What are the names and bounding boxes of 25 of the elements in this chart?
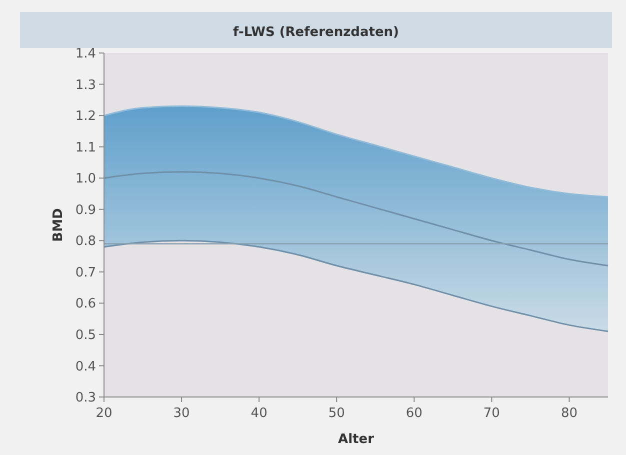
y-tick-label: 0.4 xyxy=(75,359,96,374)
line-series xyxy=(103,105,609,198)
line-series xyxy=(103,240,609,332)
y-tick-label: 0.3 xyxy=(75,390,96,406)
x-tick-label: 80 xyxy=(560,406,578,421)
y-tick-label: 0.8 xyxy=(75,234,96,250)
x-tick-label: 60 xyxy=(406,406,422,421)
y-tick-label: 0.6 xyxy=(75,296,96,312)
x-axis-title: Alter xyxy=(338,432,375,447)
x-tick-label: 20 xyxy=(96,406,112,421)
y-tick-label: 0.7 xyxy=(75,265,96,280)
y-tick-label: 0.5 xyxy=(75,328,96,344)
y-tick-label: 1.3 xyxy=(75,78,96,93)
x-tick-label: 50 xyxy=(328,406,345,421)
x-tick-label: 30 xyxy=(173,406,190,421)
y-tick-label: 1.0 xyxy=(75,172,96,187)
y-tick-label: 1.4 xyxy=(75,46,96,62)
chart-title: f-LWS (Referenzdaten) xyxy=(233,25,399,40)
y-tick-label: 0.9 xyxy=(75,202,96,218)
x-tick-label: 40 xyxy=(250,406,268,421)
y-tick-label: 1.1 xyxy=(75,140,96,156)
y-axis-title: BMD xyxy=(51,208,66,242)
x-tick-label: 70 xyxy=(483,406,500,421)
y-tick-label: 1.2 xyxy=(75,109,96,124)
line-series xyxy=(103,171,609,266)
